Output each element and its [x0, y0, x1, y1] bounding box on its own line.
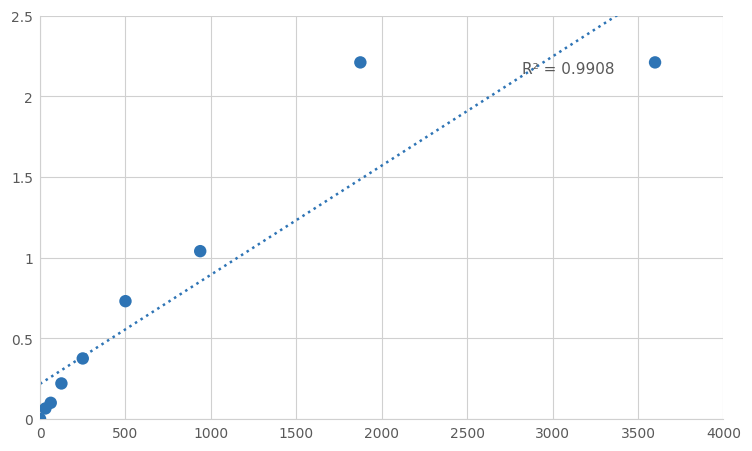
Point [120, 298, 132, 305]
Text: R² = 0.9908: R² = 0.9908 [522, 62, 614, 77]
Point [34, 415, 46, 423]
Point [44, 399, 56, 406]
Point [77, 355, 89, 362]
Point [194, 248, 206, 255]
Point [649, 60, 661, 67]
Point [354, 60, 366, 67]
Point [56, 380, 68, 387]
Point [39, 405, 51, 412]
